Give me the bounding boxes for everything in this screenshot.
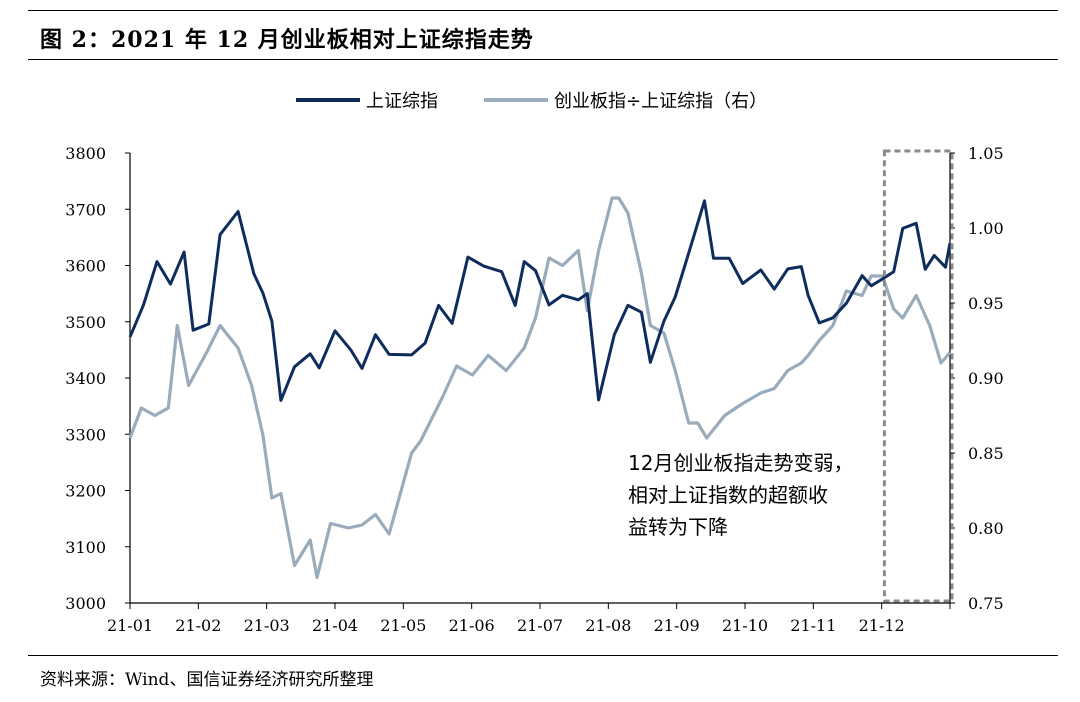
y-right-tick-label: 1.00	[968, 219, 1004, 238]
x-tick-label: 21-11	[790, 616, 836, 635]
y-left-tick-label: 3500	[65, 313, 106, 332]
x-tick-label: 21-03	[244, 616, 290, 635]
title-rule	[28, 59, 1058, 60]
annotation-line-3: 益转为下降	[628, 515, 728, 539]
source-note: 资料来源：Wind、国信证券经济研究所整理	[40, 670, 374, 690]
y-left-tick-label: 3100	[65, 538, 106, 557]
annotation-line-1: 12月创业板指走势变弱，	[628, 451, 853, 475]
series-line-ratio	[128, 196, 952, 580]
y-right-tick-label: 0.90	[968, 369, 1004, 388]
bottom-rule	[28, 655, 1058, 656]
x-tick-label: 21-08	[585, 616, 631, 635]
x-tick-label: 21-02	[175, 616, 221, 635]
y-left-tick-label: 3600	[65, 257, 106, 276]
series-lines	[128, 196, 952, 580]
y-left-tick-label: 3800	[65, 144, 106, 163]
x-tick-label: 21-07	[517, 616, 563, 635]
y-left-tick-label: 3400	[65, 369, 106, 388]
line-chart: 上证综指 创业板指÷上证综指（右） 3000 3100 3200 3300 3400 35…	[65, 91, 1003, 635]
december-highlight-box	[882, 149, 954, 603]
top-rule	[28, 10, 1058, 11]
y-right-tick-label: 0.75	[968, 594, 1004, 613]
axes: 3000 3100 3200 3300 3400 3500 3600 3700 3800 0.75…	[65, 144, 1003, 635]
y-right-tick-label: 0.80	[968, 519, 1004, 538]
x-tick-label: 21-01	[107, 616, 153, 635]
annotation: 12月创业板指走势变弱， 相对上证指数的超额收 益转为下降	[628, 451, 860, 539]
x-tick-label: 21-05	[380, 616, 426, 635]
x-tick-label: 21-06	[449, 616, 495, 635]
x-tick-label: 21-12	[859, 616, 905, 635]
y-left-tick-label: 3300	[65, 425, 106, 444]
y-right-tick-label: 0.95	[968, 294, 1004, 313]
y-left-tick-label: 3700	[65, 200, 106, 219]
x-tick-label: 21-04	[312, 616, 358, 635]
y-left-tick-label: 3200	[65, 482, 106, 501]
figure-title: 图 2：2021 年 12 月创业板相对上证综指走势	[40, 27, 534, 53]
y-right-tick-label: 0.85	[968, 444, 1004, 463]
y-left-tick-label: 3000	[65, 594, 106, 613]
y-right-tick-label: 1.05	[968, 144, 1004, 163]
legend: 上证综指 创业板指÷上证综指（右）	[296, 91, 767, 112]
x-tick-label: 21-09	[654, 616, 700, 635]
annotation-line-2: 相对上证指数的超额收	[628, 483, 828, 507]
legend-label-index: 上证综指	[366, 91, 438, 112]
series-line-index	[128, 199, 952, 402]
x-tick-label: 21-10	[722, 616, 768, 635]
legend-label-ratio: 创业板指÷上证综指（右）	[554, 91, 767, 112]
